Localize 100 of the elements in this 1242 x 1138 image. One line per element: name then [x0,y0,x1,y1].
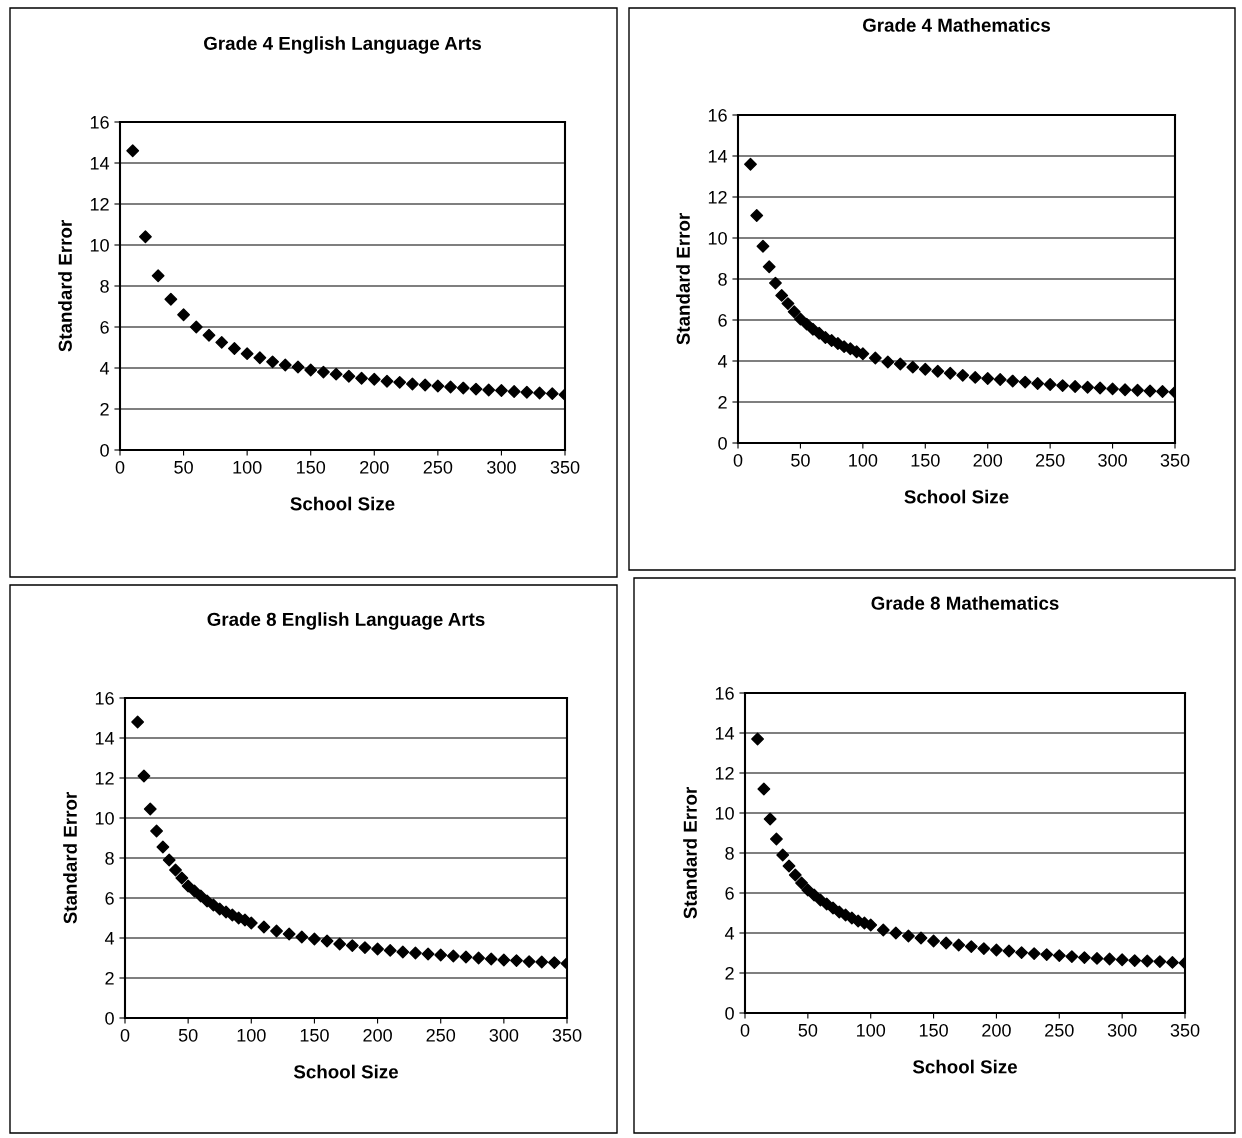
y-axis-title: Standard Error [63,792,77,924]
point [889,926,903,940]
point [914,931,928,945]
point [906,360,920,374]
y-tick-label: 10 [95,811,114,825]
point [355,371,368,385]
point [295,930,309,944]
point [495,384,508,397]
x-tick-label: 300 [489,1028,519,1042]
y-tick-label: 2 [100,402,109,416]
point [968,370,982,384]
x-tick-label: 350 [552,1028,582,1042]
point [1131,383,1144,397]
point [977,942,991,956]
point [383,943,397,957]
point [371,942,384,956]
x-tick-label: 250 [1045,1023,1074,1037]
point [1115,953,1129,967]
point [409,946,422,960]
point [177,308,190,322]
point [329,367,343,381]
x-tick-label: 100 [857,1023,886,1037]
point [1006,374,1020,388]
point [278,358,292,372]
point [459,950,473,964]
y-tick-label: 0 [105,1011,114,1025]
y-tick-label: 10 [708,231,727,245]
point [162,853,176,867]
x-axis-title: School Size [293,1064,398,1079]
point [421,947,435,961]
point [151,269,165,283]
point [545,387,559,401]
point [131,715,145,729]
point [1015,946,1028,960]
point [507,385,521,398]
point [800,317,814,331]
chart-title: Grade 4 Mathematics [862,18,1051,32]
point [868,351,882,365]
point [164,292,178,306]
point [202,328,216,342]
x-tick-label: 350 [1170,1023,1200,1037]
point [1143,384,1157,398]
point [1031,377,1045,390]
point [406,377,419,391]
point [150,824,163,838]
y-tick-label: 16 [90,115,109,129]
x-axis-title: School Size [904,489,1009,504]
point [964,940,978,954]
y-axis-title: Standard Error [676,213,690,345]
point [456,381,470,395]
chart-title: Grade 8 Mathematics [871,596,1059,610]
x-tick-label: 200 [360,460,389,474]
point [510,954,523,968]
point [931,364,945,378]
point [1027,947,1041,961]
point [751,732,764,746]
y-tick-label: 6 [725,886,734,900]
point [188,884,201,898]
point [1018,375,1032,389]
point [1040,948,1054,962]
y-tick-label: 10 [90,238,109,252]
point [744,157,757,171]
point [244,916,258,930]
point [952,938,966,952]
point [990,943,1003,957]
point [522,955,536,969]
x-tick-label: 50 [798,1023,818,1037]
point [469,382,483,396]
point [1106,382,1119,396]
x-tick-label: 200 [973,453,1003,467]
point [270,924,283,938]
point [533,386,546,400]
point [993,373,1007,386]
point [484,952,498,966]
x-tick-label: 350 [1160,453,1190,467]
point [497,953,511,967]
point [156,840,170,854]
point [1043,378,1057,391]
point [446,949,460,963]
y-tick-label: 16 [708,108,727,122]
point [396,945,410,959]
x-tick-label: 100 [237,1028,266,1042]
y-tick-label: 10 [715,806,734,820]
point [876,923,890,937]
point [266,355,279,369]
point [367,372,381,386]
point [257,920,271,934]
x-tick-label: 150 [919,1023,948,1037]
point [902,929,915,943]
point [482,383,496,397]
point [240,347,254,361]
chart-title: Grade 4 English Language Arts [204,36,481,54]
y-tick-label: 6 [100,320,109,334]
point [520,385,534,399]
y-tick-label: 4 [99,362,110,375]
y-tick-label: 4 [104,932,115,945]
point [1166,955,1179,969]
x-tick-label: 50 [791,453,810,467]
point [169,863,182,877]
point [175,871,189,885]
